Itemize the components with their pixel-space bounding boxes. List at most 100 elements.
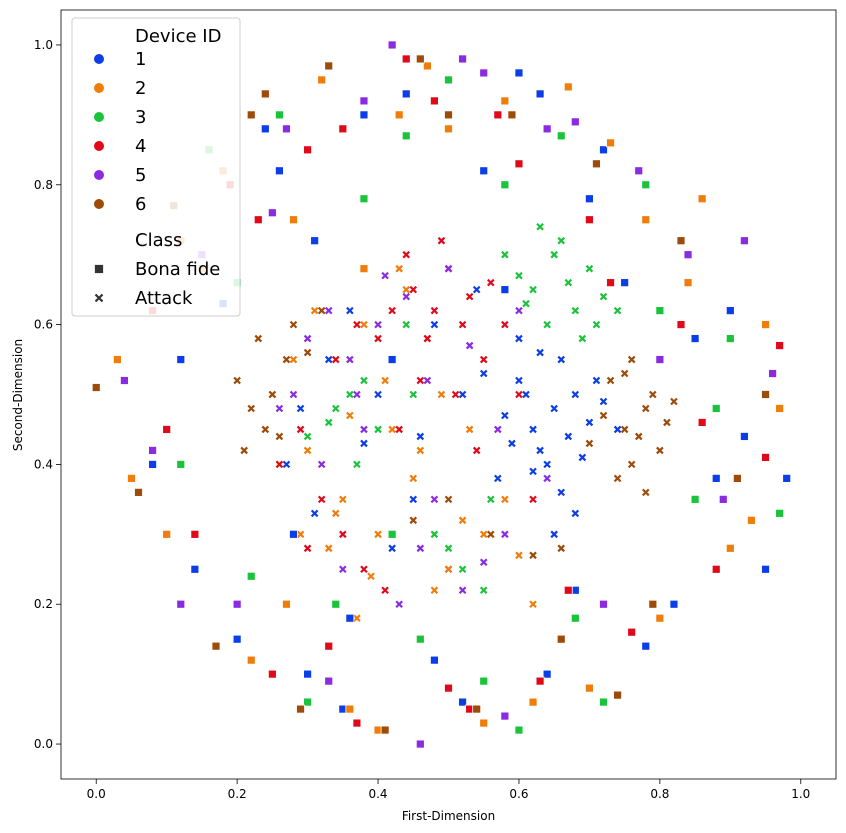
scatter-point-attack: [515, 390, 523, 399]
scatter-point-bona-fide: [444, 110, 453, 120]
scatter-point-attack: [339, 495, 347, 504]
scatter-point-attack: [296, 530, 305, 539]
scatter-point-attack: [395, 264, 403, 273]
scatter-point-bona-fide: [606, 138, 615, 148]
scatter-point-bona-fide: [331, 599, 341, 609]
x-tick-label: 0.6: [509, 787, 528, 801]
scatter-point-attack: [331, 404, 340, 413]
scatter-point-bona-fide: [768, 369, 777, 378]
scatter-point-bona-fide: [289, 215, 298, 225]
scatter-point-bona-fide: [711, 404, 721, 413]
scatter-point-attack: [353, 614, 361, 622]
scatter-point-attack: [331, 509, 340, 518]
scatter-point-bona-fide: [479, 676, 489, 686]
scatter-point-attack: [268, 390, 277, 399]
y-axis-label: Second-Dimension: [11, 339, 25, 451]
scatter-point-attack: [423, 376, 432, 385]
scatter-point-attack: [374, 390, 382, 399]
scatter-point-attack: [451, 390, 460, 399]
scatter-point-bona-fide: [303, 669, 312, 679]
scatter-point-bona-fide: [401, 89, 411, 99]
scatter-point-attack: [458, 565, 467, 574]
x-tick-label: 1.0: [791, 787, 810, 801]
scatter-point-attack: [437, 236, 446, 245]
scatter-point-attack: [324, 544, 333, 553]
scatter-point-bona-fide: [296, 704, 305, 714]
scatter-point-bona-fide: [359, 194, 369, 204]
scatter-point-attack: [592, 320, 601, 329]
scatter-point-bona-fide: [211, 641, 221, 651]
scatter-point-attack: [261, 425, 270, 434]
legend-hue-label: 6: [135, 194, 146, 215]
scatter-point-attack: [620, 369, 629, 378]
scatter-point-bona-fide: [500, 96, 510, 106]
scatter-point-bona-fide: [542, 669, 552, 679]
scatter-point-attack: [592, 376, 601, 385]
scatter-point-bona-fide: [401, 54, 411, 64]
scatter-point-attack: [599, 292, 608, 301]
scatter-point-bona-fide: [176, 460, 186, 469]
scatter-point-attack: [486, 530, 495, 539]
y-axis-ticks: 0.0 0.2 0.4 0.6 0.8 1.0: [34, 38, 61, 751]
scatter-point-attack: [388, 425, 396, 434]
scatter-point-bona-fide: [162, 529, 172, 539]
scatter-point-bona-fide: [472, 704, 482, 714]
scatter-point-bona-fide: [415, 54, 425, 64]
scatter-point-attack: [282, 460, 291, 469]
scatter-point-bona-fide: [380, 725, 390, 735]
scatter-point-bona-fide: [479, 68, 489, 78]
scatter-point-attack: [275, 404, 284, 413]
scatter-point-attack: [501, 411, 509, 420]
scatter-point-bona-fide: [253, 215, 263, 225]
scatter-point-attack: [374, 334, 382, 343]
scatter-point-bona-fide: [387, 40, 397, 50]
scatter-point-attack: [515, 376, 523, 385]
scatter-point-attack: [670, 397, 678, 406]
scatter-point-attack: [381, 271, 389, 280]
scatter-point-bona-fide: [134, 487, 143, 497]
scatter-point-bona-fide: [246, 655, 256, 665]
scatter-point-attack: [627, 355, 636, 364]
scatter-point-bona-fide: [634, 166, 644, 176]
scatter-point-attack: [472, 446, 481, 455]
legend-hue-marker: [94, 141, 104, 151]
legend-style-title: Class: [135, 230, 182, 251]
y-tick-label: 0.4: [34, 457, 53, 471]
scatter-point-attack: [324, 355, 333, 364]
scatter-point-attack: [613, 425, 622, 434]
scatter-point-attack: [501, 250, 509, 259]
scatter-point-attack: [543, 460, 551, 469]
scatter-point-bona-fide: [324, 61, 334, 71]
scatter-point-attack: [479, 586, 488, 595]
scatter-point-attack: [339, 565, 347, 574]
scatter-point-attack: [515, 271, 523, 280]
legend-box: [71, 17, 241, 317]
scatter-point-attack: [529, 467, 537, 476]
scatter-point-attack: [479, 530, 488, 539]
scatter-point-attack: [578, 453, 587, 462]
scatter-point-attack: [360, 376, 368, 385]
legend: Device ID 1 2 3 4 5 6 Class Bona fide Attack: [71, 17, 241, 317]
scatter-point-attack: [402, 292, 411, 301]
scatter-point-attack: [233, 376, 241, 385]
scatter-point-attack: [515, 551, 523, 560]
scatter-point-attack: [296, 404, 305, 413]
scatter-point-attack: [388, 544, 396, 553]
legend-hue-label: 4: [135, 136, 146, 157]
scatter-point-attack: [465, 292, 474, 301]
scatter-point-attack: [360, 425, 368, 434]
scatter-point-bona-fide: [479, 166, 489, 176]
scatter-point-bona-fide: [345, 613, 355, 623]
scatter-point-attack: [289, 390, 298, 399]
scatter-point-attack: [402, 285, 411, 294]
scatter-point-bona-fide: [641, 215, 651, 225]
scatter-point-bona-fide: [676, 320, 686, 329]
scatter-point-bona-fide: [690, 494, 700, 504]
legend-hue-label: 3: [135, 107, 146, 128]
scatter-point-bona-fide: [232, 634, 242, 644]
scatter-point-attack: [310, 509, 319, 518]
scatter-point-bona-fide: [310, 236, 320, 246]
scatter-point-bona-fide: [120, 376, 129, 385]
scatter-point-attack: [458, 516, 467, 525]
scatter-point-bona-fide: [613, 690, 622, 700]
